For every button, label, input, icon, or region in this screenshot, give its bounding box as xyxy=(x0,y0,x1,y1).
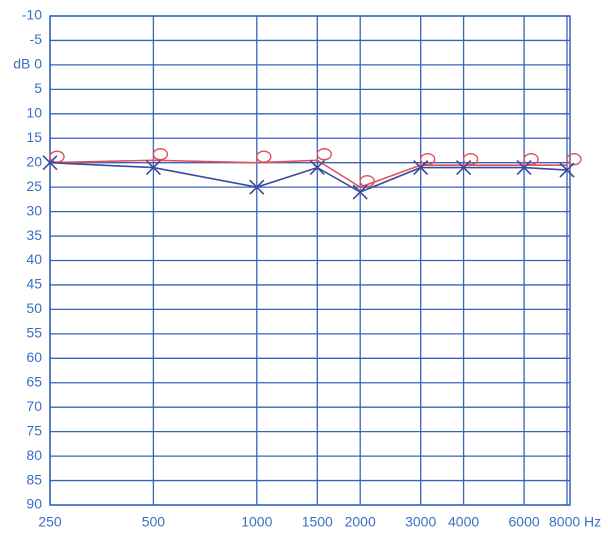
marker-x xyxy=(309,160,325,176)
y-tick-label: 25 xyxy=(26,178,42,194)
marker-x xyxy=(145,160,161,176)
y-tick-label: 85 xyxy=(26,471,42,487)
y-tick-label: 75 xyxy=(26,422,42,438)
marker-circle xyxy=(256,150,272,163)
marker-circle xyxy=(462,152,479,166)
marker-circle xyxy=(566,152,582,166)
x-tick-label: 500 xyxy=(142,514,166,530)
y-tick-label: 45 xyxy=(26,276,42,292)
marker-x xyxy=(42,155,58,171)
x-tick-label: 1000 xyxy=(241,514,272,530)
marker-circle xyxy=(316,148,332,161)
y-tick-label: -10 xyxy=(22,7,42,23)
marker-x xyxy=(249,179,265,195)
y-tick-label: 60 xyxy=(26,349,42,365)
x-tick-label: 8000 Hz xyxy=(549,514,601,530)
y-tick-label: 5 xyxy=(34,80,42,96)
y-tick-label: 40 xyxy=(26,251,42,267)
marker-x xyxy=(516,160,532,176)
y-tick-label: 65 xyxy=(26,373,42,389)
x-tick-label: 250 xyxy=(38,514,62,530)
y-tick-label: 30 xyxy=(26,202,42,218)
x-tick-label: 2000 xyxy=(345,514,376,530)
marker-x xyxy=(559,162,575,178)
y-tick-label: 50 xyxy=(26,300,42,316)
y-tick-label: 80 xyxy=(26,447,42,463)
marker-x xyxy=(456,160,472,176)
x-tick-label: 1500 xyxy=(302,514,333,530)
y-tick-label: -5 xyxy=(30,31,43,47)
marker-circle xyxy=(359,174,375,188)
series-line xyxy=(49,159,567,189)
y-tick-label: 55 xyxy=(26,325,42,341)
marker-circle xyxy=(49,150,65,163)
y-tick-label: 10 xyxy=(26,105,42,121)
x-tick-label: 4000 xyxy=(448,514,479,530)
y-tick-label: 15 xyxy=(26,129,42,145)
y-tick-label: 35 xyxy=(26,227,42,243)
y-tick-label: dB 0 xyxy=(13,56,42,72)
y-tick-label: 20 xyxy=(26,153,42,169)
marker-x xyxy=(352,184,368,200)
marker-x xyxy=(413,160,429,176)
marker-circle xyxy=(523,152,539,166)
x-tick-label: 3000 xyxy=(405,514,436,530)
y-tick-label: 70 xyxy=(26,398,42,414)
y-tick-label: 90 xyxy=(26,496,42,512)
marker-circle xyxy=(419,152,436,166)
marker-circle xyxy=(152,148,169,161)
x-tick-label: 6000 xyxy=(509,514,540,530)
